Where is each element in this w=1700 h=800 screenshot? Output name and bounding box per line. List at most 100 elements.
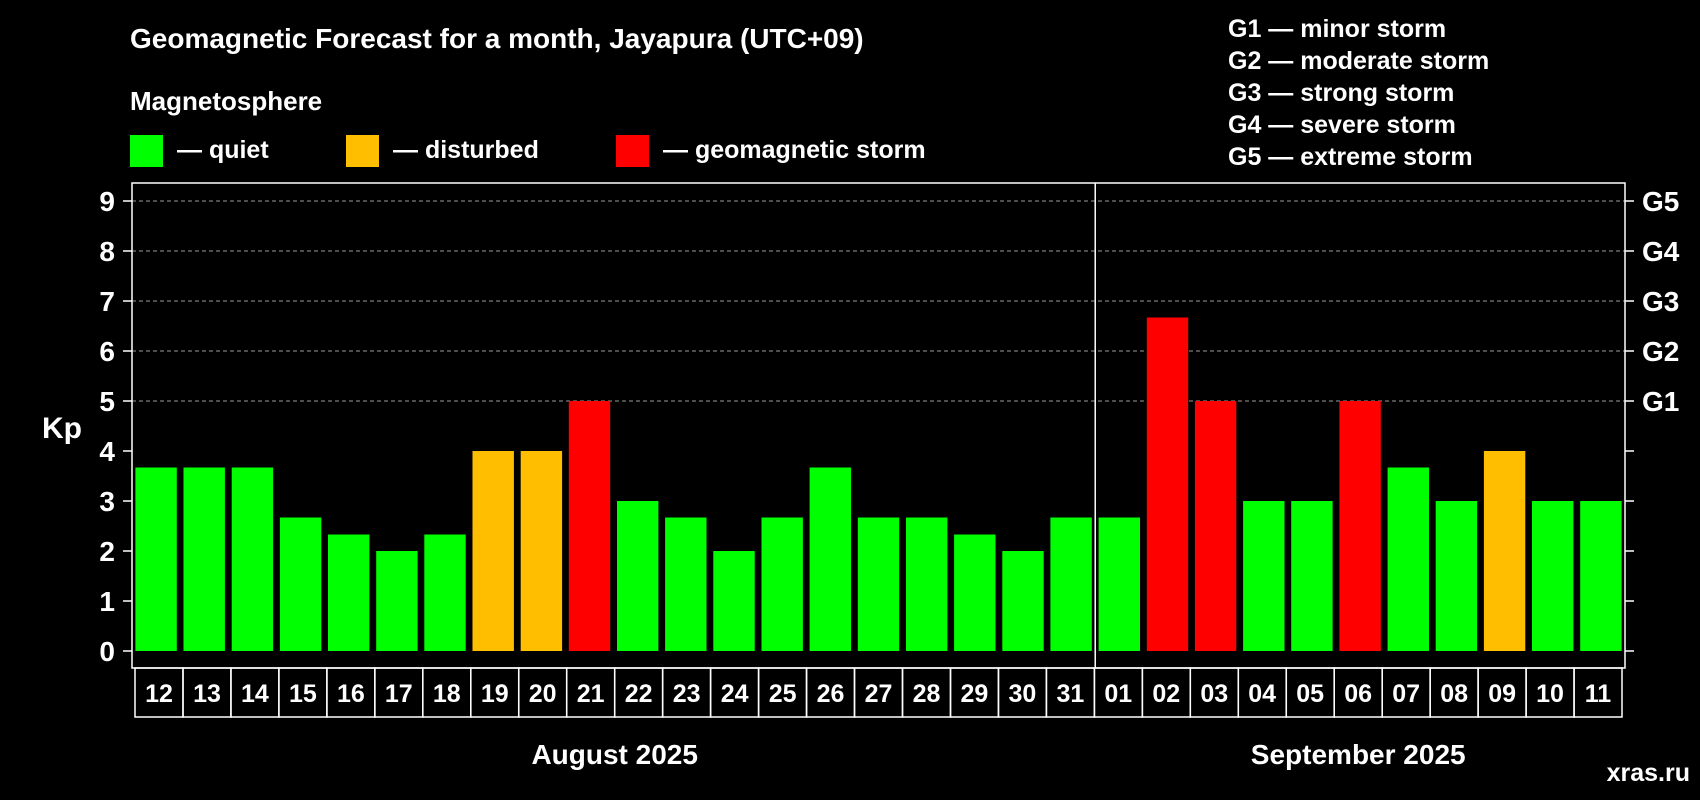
bar-04-23	[1243, 501, 1285, 651]
date-label-01-20: 01	[1104, 680, 1132, 708]
date-cell-30	[1573, 667, 1623, 718]
bar-17-5	[376, 551, 418, 651]
month-labels: August 2025 September 2025	[531, 739, 1465, 770]
date-label-28-16: 28	[913, 680, 941, 708]
date-label-20-8: 20	[529, 680, 557, 708]
bar-24-12	[713, 551, 755, 651]
date-label-03-22: 03	[1200, 680, 1228, 708]
date-label-30-18: 30	[1008, 680, 1036, 708]
date-axis: 12 13 14 15 16 17 18 19 20 21 22 23 24 25 26 27 28 29 30 31…	[134, 667, 1623, 718]
date-label-11-30: 11	[1585, 680, 1612, 708]
bar-14-2	[231, 467, 274, 651]
date-label-27-15: 27	[865, 680, 893, 708]
bar-27-15	[857, 517, 900, 651]
date-label-15-3: 15	[289, 680, 317, 708]
storm-scale-g2: G2 — moderate storm	[1228, 47, 1489, 75]
g-label-g2: G2	[1642, 336, 1679, 367]
date-label-25-13: 25	[769, 680, 797, 708]
date-label-10-29: 10	[1536, 680, 1564, 708]
bar-30-18	[1002, 551, 1044, 651]
bar-16-4	[328, 534, 370, 651]
date-label-13-1: 13	[193, 680, 221, 708]
y-tick-label-0: 0	[99, 636, 115, 667]
storm-scale-g5: G5 — extreme storm	[1228, 143, 1473, 171]
bar-02-21	[1146, 317, 1189, 651]
legend-swatch-disturbed	[346, 135, 379, 167]
bar-18-6	[424, 534, 466, 651]
bar-21-9	[568, 401, 611, 651]
date-label-12-0: 12	[145, 680, 173, 708]
date-label-14-2: 14	[241, 680, 269, 708]
bar-26-14	[809, 467, 851, 651]
grid-lines	[132, 200, 1625, 402]
date-label-02-21: 02	[1152, 680, 1180, 708]
date-label-26-14: 26	[817, 680, 845, 708]
legend-label-disturbed: — disturbed	[393, 136, 539, 164]
date-label-07-26: 07	[1392, 680, 1420, 708]
date-label-04-23: 04	[1248, 680, 1276, 708]
date-label-05-24: 05	[1296, 680, 1324, 708]
legend: Magnetosphere — quiet — disturbed — geom…	[130, 86, 926, 167]
g-label-g3: G3	[1642, 286, 1679, 317]
bar-29-17	[954, 534, 996, 651]
storm-scale-g1: G1 — minor storm	[1228, 15, 1446, 43]
date-label-16-4: 16	[337, 680, 365, 708]
bar-07-26	[1387, 467, 1429, 651]
storm-scale-g4: G4 — severe storm	[1228, 111, 1456, 139]
legend-label-quiet: — quiet	[177, 136, 269, 164]
bar-10-29	[1532, 501, 1574, 651]
legend-heading: Magnetosphere	[130, 86, 322, 116]
y-tick-label-2: 2	[99, 536, 115, 567]
y-tick-label-9: 9	[99, 186, 115, 217]
storm-scale-legend: G1 — minor storm G2 — moderate storm G3 …	[1228, 15, 1489, 171]
y-tick-label-3: 3	[99, 486, 115, 517]
y-axis-right: G1 G2 G3 G4 G5	[1625, 186, 1680, 652]
legend-swatch-storm	[616, 135, 649, 167]
y-axis-left: 0 1 2 3 4 5 6 7 8 9	[99, 186, 132, 667]
chart-title: Geomagnetic Forecast for a month, Jayapu…	[130, 23, 864, 54]
g-label-g4: G4	[1642, 236, 1680, 267]
date-label-22-10: 22	[625, 680, 653, 708]
date-label-19-7: 19	[481, 680, 509, 708]
bar-05-24	[1291, 501, 1333, 651]
month-label-0: August 2025	[531, 739, 698, 770]
date-label-24-12: 24	[721, 680, 749, 708]
y-tick-label-5: 5	[99, 386, 115, 417]
date-label-06-25: 06	[1344, 680, 1372, 708]
date-label-18-6: 18	[433, 680, 461, 708]
date-label-09-28: 09	[1488, 680, 1516, 708]
watermark: xras.ru	[1607, 759, 1690, 787]
bar-12-0	[135, 467, 177, 651]
bar-09-28	[1483, 451, 1526, 651]
date-label-21-9: 21	[577, 680, 605, 708]
y-tick-label-6: 6	[99, 336, 115, 367]
y-tick-label-1: 1	[99, 586, 115, 617]
g-label-g5: G5	[1642, 186, 1679, 217]
bar-13-1	[183, 467, 225, 651]
bar-03-22	[1194, 401, 1237, 651]
date-label-29-17: 29	[960, 680, 988, 708]
y-tick-label-4: 4	[99, 436, 115, 467]
legend-label-storm: — geomagnetic storm	[663, 136, 926, 164]
legend-swatch-quiet	[130, 135, 163, 167]
bar-01-20	[1098, 517, 1140, 651]
date-label-17-5: 17	[385, 680, 413, 708]
bar-06-25	[1339, 401, 1381, 651]
date-label-08-27: 08	[1440, 680, 1468, 708]
storm-scale-g3: G3 — strong storm	[1228, 79, 1454, 107]
y-tick-label-7: 7	[99, 286, 115, 317]
bar-15-3	[279, 517, 322, 651]
y-tick-label-8: 8	[99, 236, 115, 267]
bar-20-8	[520, 451, 563, 651]
bar-23-11	[665, 517, 707, 651]
bar-19-7	[472, 451, 514, 651]
bar-08-27	[1435, 501, 1478, 651]
bar-31-19	[1050, 517, 1092, 651]
bar-28-16	[906, 517, 948, 651]
bar-11-30	[1580, 501, 1622, 651]
y-axis-label: Kp	[42, 412, 82, 445]
bars	[135, 317, 1622, 651]
bar-25-13	[761, 517, 803, 651]
bar-22-10	[617, 501, 659, 651]
